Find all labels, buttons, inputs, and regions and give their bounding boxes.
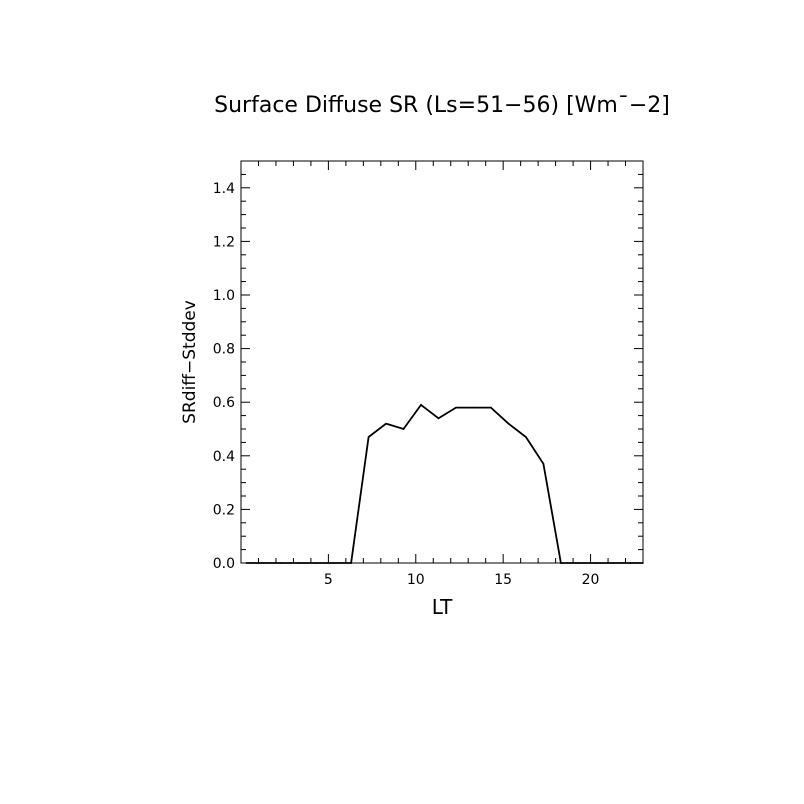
x-tick-label: 10 xyxy=(407,572,425,588)
chart-title: Surface Diffuse SR (Ls=51−56) [Wm¯−2] xyxy=(214,93,670,118)
data-point xyxy=(577,562,580,564)
y-tick-label: 1.0 xyxy=(213,288,235,304)
data-point xyxy=(507,422,510,425)
data-point xyxy=(245,562,248,564)
y-tick-label: 0.6 xyxy=(213,395,235,411)
data-point xyxy=(560,562,562,564)
plot-area-frame xyxy=(240,160,644,564)
data-point xyxy=(420,404,422,406)
x-axis-label: LT xyxy=(432,595,453,619)
data-point xyxy=(612,562,615,564)
data-point xyxy=(367,436,370,438)
series-layer xyxy=(245,403,644,564)
data-point xyxy=(525,436,527,438)
data-point xyxy=(262,562,265,564)
x-tick-label: 5 xyxy=(324,572,333,588)
y-tick-label: 0.2 xyxy=(213,502,235,518)
data-point xyxy=(297,562,300,564)
series-line xyxy=(246,403,643,564)
data-point xyxy=(332,562,335,564)
data-point xyxy=(315,562,317,564)
data-point xyxy=(542,463,545,465)
data-point xyxy=(629,562,632,564)
y-tick-label: 1.2 xyxy=(213,234,235,250)
data-point xyxy=(402,428,405,430)
data-point xyxy=(437,417,440,420)
y-tick-label: 1.4 xyxy=(213,181,235,197)
data-point xyxy=(385,422,387,425)
x-tick-label: 15 xyxy=(494,572,512,588)
tick-marks xyxy=(241,160,644,564)
data-point xyxy=(490,406,492,409)
data-point xyxy=(595,562,597,564)
data-point xyxy=(350,562,352,564)
y-tick-label: 0.4 xyxy=(213,449,235,465)
y-axis-label: SRdiff−Stddev xyxy=(180,300,200,424)
data-point xyxy=(280,562,283,564)
data-point xyxy=(455,406,457,409)
data-point xyxy=(472,406,475,409)
data-point xyxy=(642,562,644,564)
y-tick-label: 0.8 xyxy=(213,342,235,358)
x-tick-label: 20 xyxy=(582,572,600,588)
y-tick-label: 0.0 xyxy=(213,556,235,572)
tick-labels: 5 10 15 20 0.0 0.2 0.4 0.6 0.8 1.0 1.2 1.4 xyxy=(213,181,600,588)
